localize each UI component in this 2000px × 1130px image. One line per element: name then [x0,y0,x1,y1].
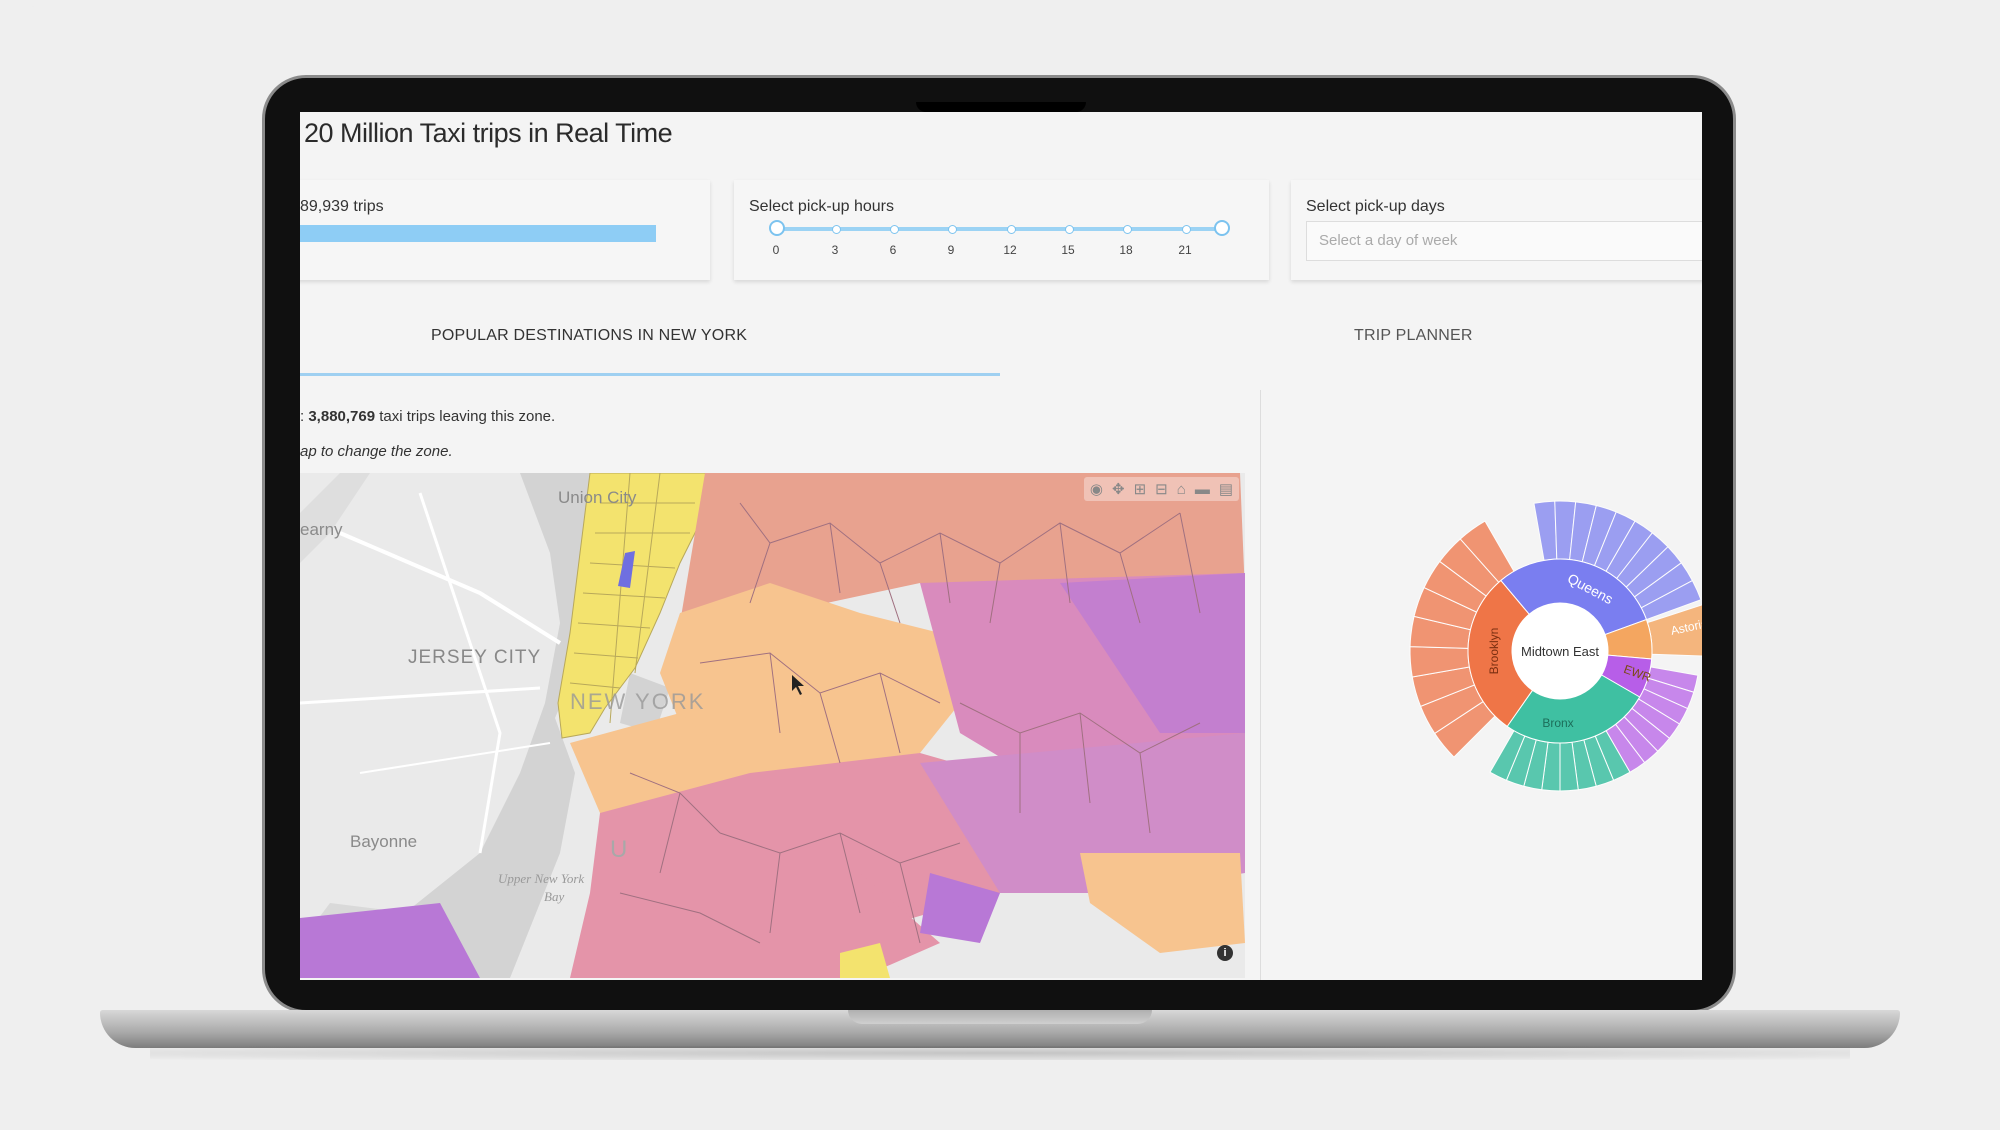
page-title: 20 Million Taxi trips in Real Time [304,118,673,148]
slider-handle-start[interactable] [769,220,785,236]
sunburst-label-astoria: Astoria [1669,616,1702,638]
summary-prefix: : [300,408,309,425]
sunburst-center-label: Midtown East [1521,644,1599,659]
slider-tick-label: 3 [831,243,839,257]
slider-tick-label: 6 [889,243,897,257]
map-label-bay: Bay [544,889,564,904]
slider-tick-label: 15 [1061,243,1075,257]
chart-icon[interactable]: ▤ [1218,480,1233,498]
jfk-zone [1080,853,1245,953]
slider-mark [1182,225,1191,234]
trips-count-label: 89,939 trips [300,198,384,215]
staten-island-zones [300,903,480,978]
sunburst-label-brooklyn: Brooklyn [1487,628,1501,675]
slider-tick-label: 9 [947,243,955,257]
highway-road [418,492,502,854]
panel-divider [1260,390,1261,980]
label-icon[interactable]: ▬ [1194,480,1210,498]
selected-zone [618,551,635,588]
info-icon[interactable]: i [1217,945,1233,961]
south-brooklyn-zones [720,873,940,978]
slider-mark [1065,225,1074,234]
hours-range-slider[interactable] [776,227,1222,231]
days-label: Select pick-up days [1306,198,1445,215]
mouse-cursor-icon [792,675,804,695]
map-label-partial: U [610,836,627,863]
trips-progress-bar [300,225,657,242]
map-label-bayonne: Bayonne [350,832,417,851]
pan-icon[interactable]: ✥ [1112,480,1125,498]
laptop-base-notch [848,1010,1152,1024]
zone-trip-summary: : 3,880,769 taxi trips leaving this zone… [300,408,555,425]
map-label-jersey-city: JERSEY CITY [408,647,541,668]
slider-mark [890,225,899,234]
sunburst-canvas: Midtown East Queens Brooklyn Bronx EWR A… [1409,500,1702,792]
orange-zones [660,583,960,773]
map-toolbar: ◉ ✥ ⊞ ⊟ ⌂ ▬ ▤ [1083,477,1239,501]
active-tab-indicator [300,373,1000,376]
slider-mark [948,225,957,234]
laptop-shadow [150,1046,1850,1060]
tab-popular-destinations[interactable]: POPULAR DESTINATIONS IN NEW YORK [431,327,748,344]
east-river [620,673,670,733]
zone-borders [619,502,1201,944]
home-icon[interactable]: ⌂ [1176,480,1186,498]
purple-zone [920,873,1000,943]
highway-road [359,742,551,774]
hudson-river [380,473,610,978]
purple-zones [1060,573,1245,733]
map-label-kearny: earny [300,520,343,539]
slider-mark [1123,225,1132,234]
sunburst-center[interactable] [1512,603,1608,699]
camera-icon[interactable]: ◉ [1089,480,1104,498]
app-screen: 20 Million Taxi trips in Real Time 89,93… [300,112,1702,980]
slider-tick-label: 12 [1003,243,1017,257]
sunburst-outer-queens[interactable] [1533,500,1558,561]
laptop-notch [916,102,1086,112]
highway-road [300,686,541,705]
zoom-out-icon[interactable]: ⊟ [1155,480,1168,498]
slider-mark [1007,225,1016,234]
slider-tick-label: 0 [772,243,780,257]
slider-tick-label: 21 [1178,243,1192,257]
dropdown-placeholder: Select a day of week [1319,232,1458,249]
summary-suffix: taxi trips leaving this zone. [375,408,556,425]
sunburst-label-bronx: Bronx [1542,716,1573,730]
day-of-week-dropdown[interactable]: Select a day of week [1306,221,1702,261]
hours-label: Select pick-up hours [749,198,894,215]
yellow-zone [840,943,890,978]
map-canvas: Union City earny JERSEY CITY NEW YORK Ba… [300,473,1245,978]
map-label-union-city: Union City [558,488,637,507]
slider-tick-label: 18 [1119,243,1133,257]
choropleth-map[interactable]: Union City earny JERSEY CITY NEW YORK Ba… [300,473,1245,978]
sunburst-chart[interactable]: Midtown East Queens Brooklyn Bronx EWR A… [1400,496,1702,806]
marsh [300,473,370,563]
slider-mark [832,225,841,234]
zone-hint: ap to change the zone. [300,443,453,460]
zoom-in-icon[interactable]: ⊞ [1133,480,1147,498]
map-label-new-york: NEW YORK [570,689,705,714]
zone-trip-count: 3,880,769 [308,408,376,425]
brooklyn-zones [570,753,1060,978]
map-label-upper-bay: Upper New York [498,871,584,886]
highway-road [339,531,562,645]
slider-handle-end[interactable] [1214,220,1230,236]
tab-trip-planner[interactable]: TRIP PLANNER [1354,327,1473,344]
